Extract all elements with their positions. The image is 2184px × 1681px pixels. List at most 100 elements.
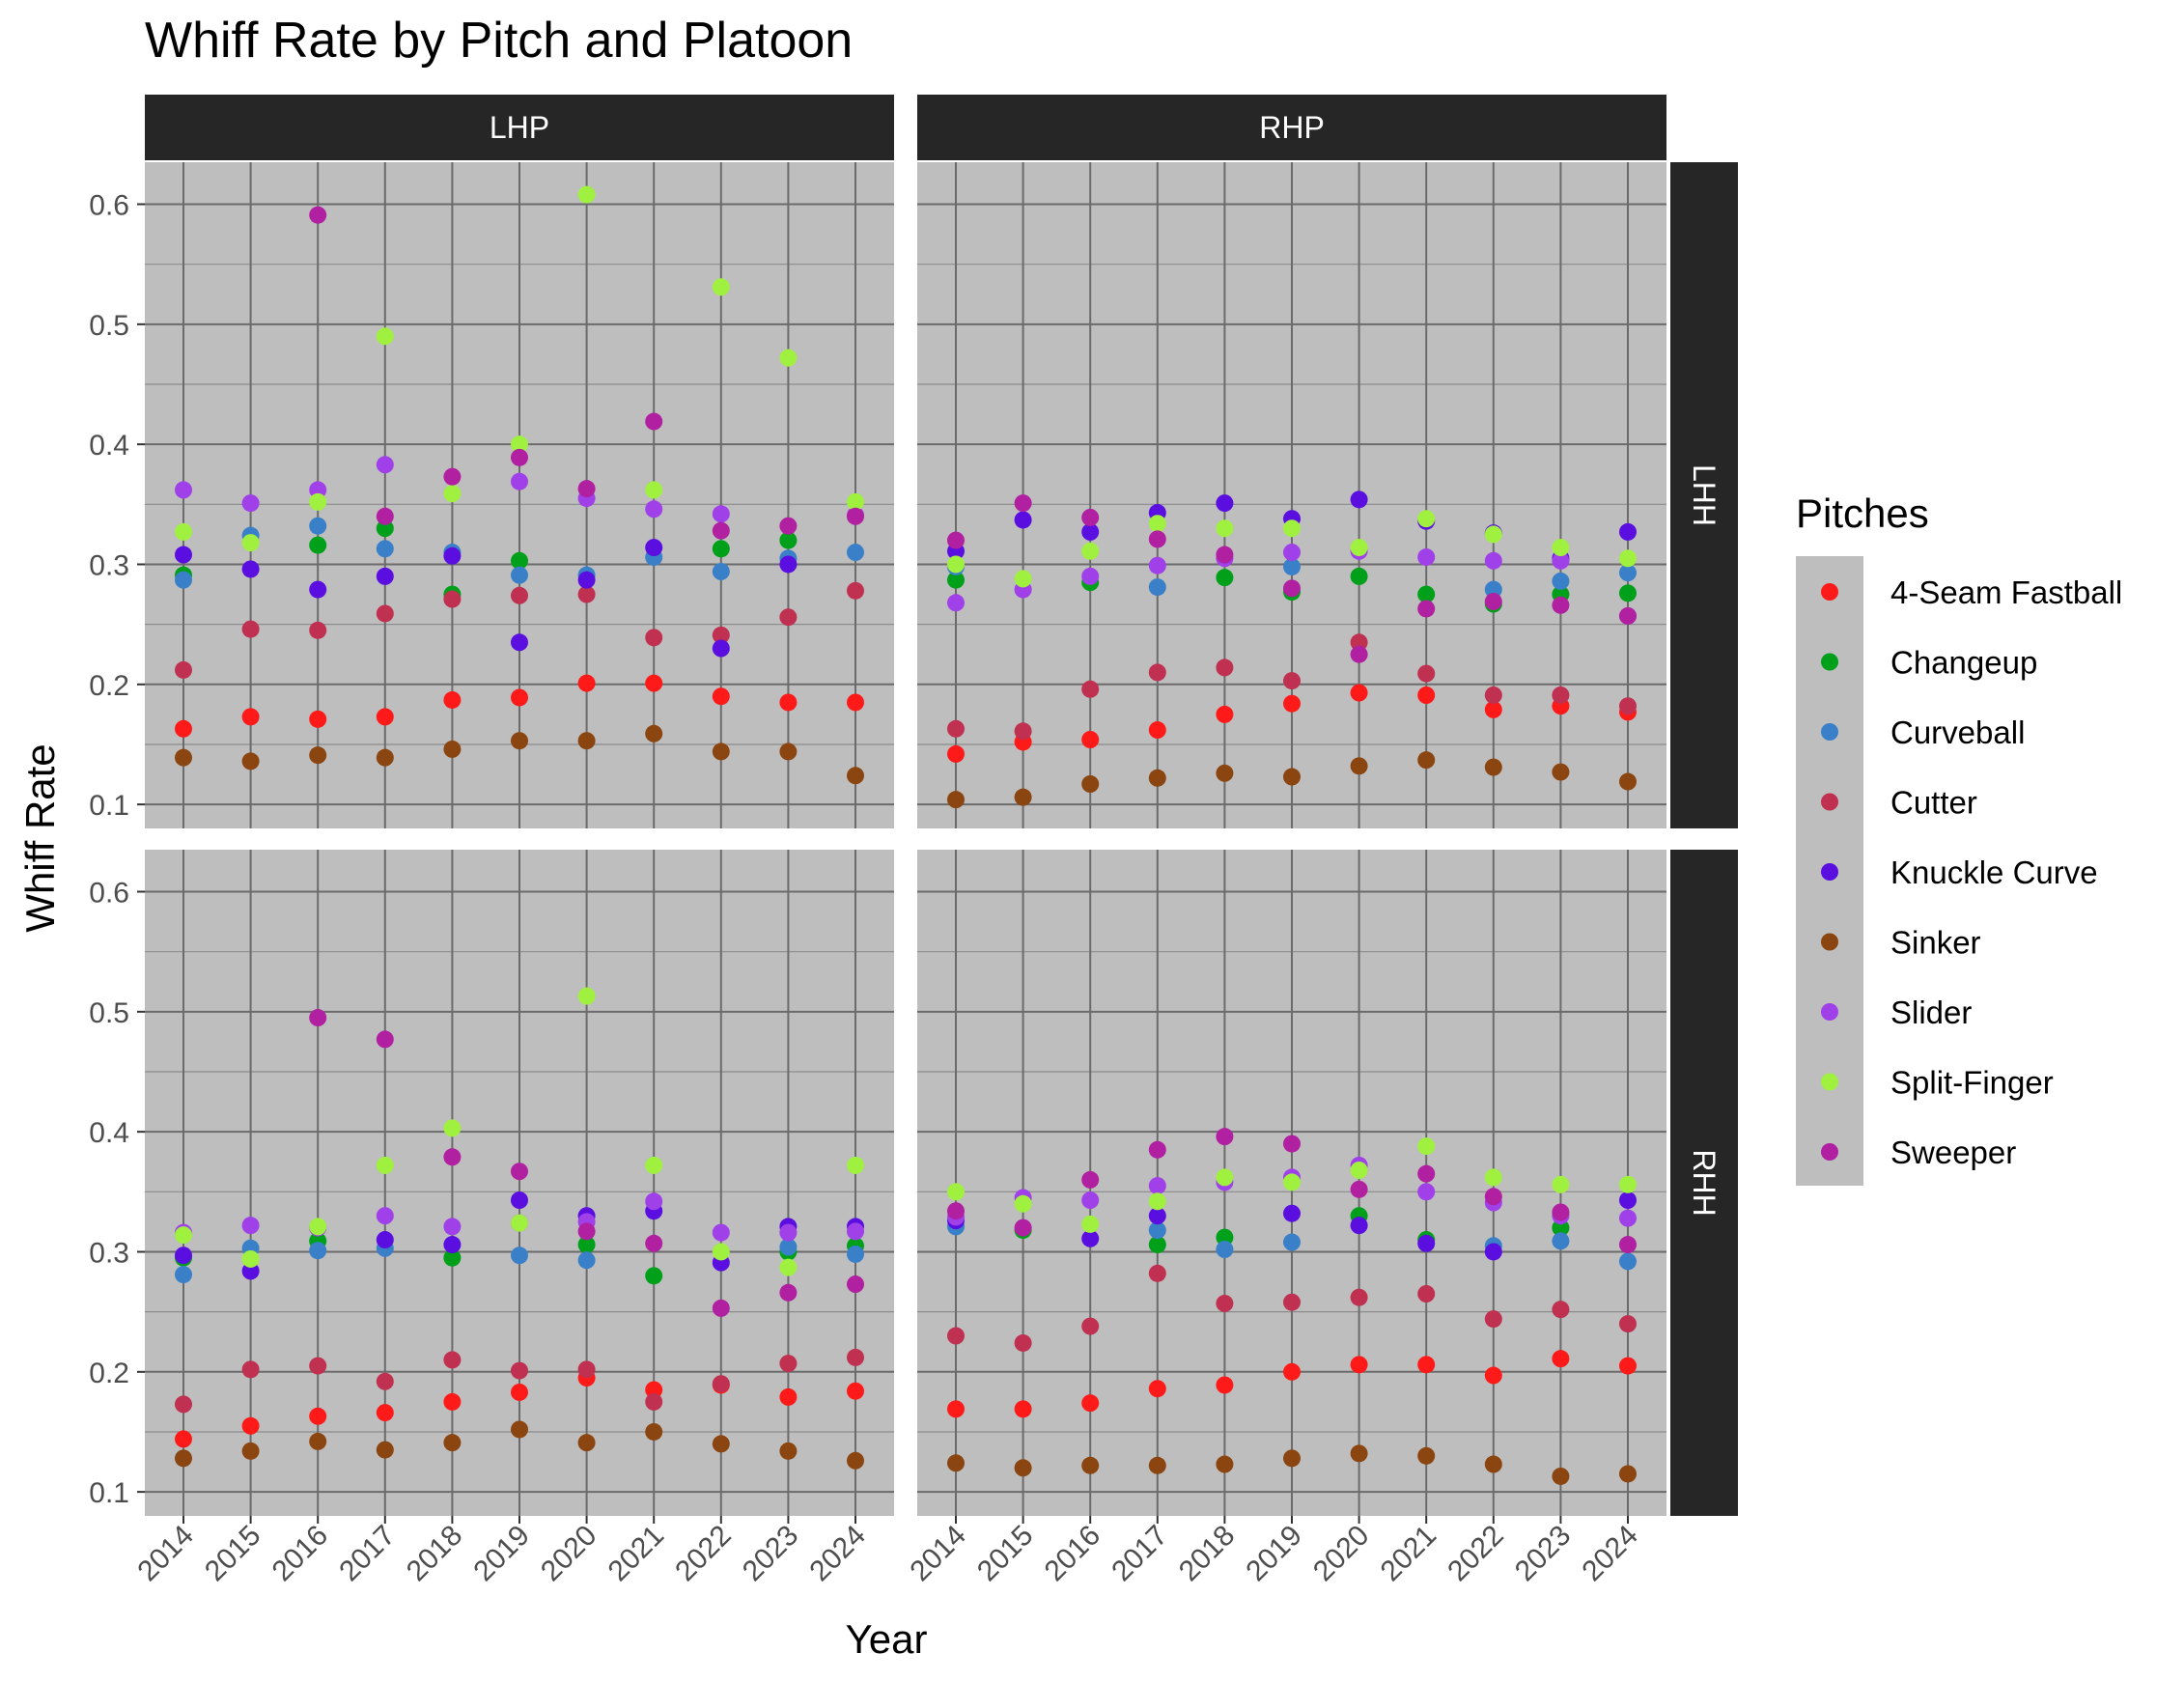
point-curveball-2024: Curveball 2024: 0.292 bbox=[1619, 1252, 1637, 1271]
point-sweeper-2015: Sweeper 2015: 0.32 bbox=[1014, 1219, 1032, 1237]
point-4-seam-fastball-2020: 4-Seam Fastball 2020: 0.201 bbox=[577, 674, 596, 692]
point-cutter-2022: Cutter 2022: 0.191 bbox=[1484, 686, 1502, 704]
point-sinker-2017: Sinker 2017: 0.122 bbox=[1148, 1456, 1166, 1474]
point-changeup-2023: Changeup 2023: 0.32 bbox=[779, 531, 798, 549]
point-curveball-2014: Curveball 2014: 0.281 bbox=[175, 1266, 192, 1284]
point-split-finger-2017: Split-Finger 2017: 0.372 bbox=[376, 1156, 394, 1174]
point-sinker-2021: Sinker 2021: 0.13 bbox=[1417, 1446, 1436, 1465]
point-4-seam-fastball-2024: 4-Seam Fastball 2024: 0.185 bbox=[847, 693, 864, 712]
point-knuckle-curve-2022: Knuckle Curve 2022: 0.3 bbox=[1484, 1243, 1502, 1261]
point-sinker-2019: Sinker 2019: 0.128 bbox=[1283, 1449, 1301, 1468]
point-cutter-2021: Cutter 2021: 0.239 bbox=[645, 629, 663, 647]
point-cutter-2019: Cutter 2019: 0.201 bbox=[511, 1361, 528, 1380]
point-4-seam-fastball-2014: 4-Seam Fastball 2014: 0.144 bbox=[175, 1430, 192, 1448]
legend-key-split-finger bbox=[1821, 1073, 1838, 1091]
point-slider-2016: Slider 2016: 0.362 bbox=[309, 481, 327, 499]
x-tick-label: 2024 bbox=[803, 1520, 872, 1588]
legend-title: Pitches bbox=[1796, 490, 1929, 536]
point-4-seam-fastball-2014: 4-Seam Fastball 2014: 0.142 bbox=[947, 744, 965, 763]
point-sinker-2016: Sinker 2016: 0.122 bbox=[1081, 1456, 1100, 1474]
point-slider-2022: Slider 2022: 0.316 bbox=[712, 1223, 730, 1242]
point-curveball-2020: Curveball 2020: 0.293 bbox=[577, 1251, 596, 1270]
point-curveball-2022: Curveball 2022: 0.279 bbox=[1484, 580, 1502, 599]
point-4-seam-fastball-2020: 4-Seam Fastball 2020: 0.193 bbox=[1350, 684, 1368, 702]
point-cutter-2023: Cutter 2023: 0.207 bbox=[779, 1355, 798, 1373]
point-split-finger-2014: Split-Finger 2014: 0.35 bbox=[947, 1183, 965, 1201]
point-sinker-2019: Sinker 2019: 0.123 bbox=[1283, 768, 1301, 786]
point-sweeper-2019: Sweeper 2019: 0.39 bbox=[1283, 1135, 1301, 1153]
point-split-finger-2020: Split-Finger 2020: 0.513 bbox=[577, 987, 596, 1005]
point-sweeper-2022: Sweeper 2022: 0.346 bbox=[1484, 1188, 1502, 1206]
point-sweeper-2021: Sweeper 2021: 0.263 bbox=[1417, 600, 1436, 618]
legend: Pitches 4-Seam Fastball Changeup Curveball C… bbox=[1796, 490, 2122, 1186]
point-curveball-2024: Curveball 2024: 0.31 bbox=[847, 544, 864, 562]
point-changeup-2017: Changeup 2017: 0.33 bbox=[376, 519, 394, 538]
point-curveball-2017: Curveball 2017: 0.318 bbox=[1148, 1221, 1166, 1240]
point-sinker-2018: Sinker 2018: 0.126 bbox=[1216, 764, 1234, 782]
chart-title: Whiff Rate by Pitch and Platoon bbox=[145, 13, 854, 69]
legend-label: Sweeper bbox=[1890, 1135, 2016, 1170]
point-cutter-2014: Cutter 2014: 0.23 bbox=[947, 1327, 965, 1345]
point-sweeper-2020: Sweeper 2020: 0.225 bbox=[1350, 645, 1368, 663]
point-slider-2016: Slider 2016: 0.343 bbox=[1081, 1191, 1100, 1210]
point-sweeper-2017: Sweeper 2017: 0.321 bbox=[1148, 530, 1166, 548]
legend-label: Split-Finger bbox=[1890, 1065, 2054, 1101]
point-cutter-2024: Cutter 2024: 0.278 bbox=[847, 581, 864, 600]
strip-lhh: LHH bbox=[1670, 162, 1738, 828]
point-curveball-2016: Curveball 2016: 0.301 bbox=[309, 1242, 327, 1260]
point-cutter-2015: Cutter 2015: 0.224 bbox=[1014, 1333, 1032, 1352]
legend-key-curveball bbox=[1821, 723, 1838, 741]
y-tick-label: 0.1 bbox=[89, 790, 129, 822]
point-4-seam-fastball-2019: 4-Seam Fastball 2019: 0.183 bbox=[511, 1383, 528, 1401]
point-split-finger-2016: Split-Finger 2016: 0.311 bbox=[1081, 542, 1100, 560]
point-sweeper-2022: Sweeper 2022: 0.253 bbox=[712, 1299, 730, 1317]
point-slider-2021: Slider 2021: 0.342 bbox=[645, 1192, 663, 1211]
point-slider-2017: Slider 2017: 0.383 bbox=[376, 456, 394, 474]
point-sweeper-2021: Sweeper 2021: 0.307 bbox=[645, 1234, 663, 1252]
point-sinker-2024: Sinker 2024: 0.124 bbox=[847, 767, 864, 785]
point-cutter-2020: Cutter 2020: 0.275 bbox=[577, 585, 596, 603]
y-tick-label: 0.3 bbox=[89, 549, 129, 581]
x-tick-label: 2018 bbox=[1173, 1520, 1242, 1588]
point-cutter-2015: Cutter 2015: 0.161 bbox=[1014, 722, 1032, 741]
strip-background bbox=[1670, 850, 1738, 1516]
point-split-finger-2018: Split-Finger 2018: 0.33 bbox=[1216, 519, 1234, 538]
point-slider-2023: Slider 2023: 0.303 bbox=[1552, 551, 1570, 570]
point-4-seam-fastball-2014: 4-Seam Fastball 2014: 0.163 bbox=[175, 719, 192, 738]
point-sinker-2017: Sinker 2017: 0.139 bbox=[376, 748, 394, 767]
point-knuckle-curve-2018: Knuckle Curve 2018: 0.351 bbox=[1216, 494, 1234, 513]
point-changeup-2018: Changeup 2018: 0.289 bbox=[1216, 569, 1234, 587]
y-tick-label: 0.6 bbox=[89, 878, 129, 910]
point-sinker-2018: Sinker 2018: 0.146 bbox=[443, 740, 462, 758]
point-sinker-2019: Sinker 2019: 0.152 bbox=[511, 1420, 528, 1439]
strip-label: LHH bbox=[1687, 464, 1722, 526]
point-sweeper-2023: Sweeper 2023: 0.332 bbox=[779, 517, 798, 535]
point-4-seam-fastball-2019: 4-Seam Fastball 2019: 0.184 bbox=[1283, 694, 1301, 713]
y-tick-label: 0.4 bbox=[89, 1117, 129, 1149]
point-split-finger-2021: Split-Finger 2021: 0.388 bbox=[1417, 1137, 1436, 1156]
point-slider-2018: Slider 2018: 0.321 bbox=[443, 1218, 462, 1236]
point-split-finger-2018: Split-Finger 2018: 0.362 bbox=[1216, 1168, 1234, 1187]
point-curveball-2018: Curveball 2018: 0.302 bbox=[1216, 1241, 1234, 1258]
point-changeup-2024: Changeup 2024: 0.276 bbox=[1619, 584, 1637, 602]
legend-key-slider bbox=[1821, 1003, 1838, 1021]
point-4-seam-fastball-2015: 4-Seam Fastball 2015: 0.169 bbox=[1014, 1400, 1032, 1418]
legend-label: Knuckle Curve bbox=[1890, 855, 2098, 890]
point-sweeper-2018: Sweeper 2018: 0.373 bbox=[443, 467, 462, 486]
strip-rhh: RHH bbox=[1670, 850, 1738, 1516]
point-cutter-2021: Cutter 2021: 0.265 bbox=[1417, 1285, 1436, 1303]
point-cutter-2020: Cutter 2020: 0.235 bbox=[1350, 633, 1368, 652]
point-split-finger-2024: Split-Finger 2024: 0.372 bbox=[847, 1156, 864, 1174]
y-tick-label: 0.5 bbox=[89, 997, 129, 1029]
point-split-finger-2015: Split-Finger 2015: 0.318 bbox=[241, 534, 260, 552]
point-cutter-2017: Cutter 2017: 0.282 bbox=[1148, 1264, 1166, 1282]
point-sinker-2020: Sinker 2020: 0.132 bbox=[1350, 1444, 1368, 1463]
point-split-finger-2018: Split-Finger 2018: 0.359 bbox=[443, 485, 462, 503]
point-4-seam-fastball-2015: 4-Seam Fastball 2015: 0.173 bbox=[241, 708, 260, 726]
point-changeup-2022: Changeup 2022: 0.313 bbox=[712, 540, 730, 558]
point-cutter-2022: Cutter 2022: 0.19 bbox=[712, 1375, 730, 1393]
point-split-finger-2024: Split-Finger 2024: 0.352 bbox=[847, 492, 864, 511]
point-knuckle-curve-2021: Knuckle Curve 2021: 0.314 bbox=[645, 539, 663, 557]
point-knuckle-curve-2014: Knuckle Curve 2014: 0.308 bbox=[175, 546, 192, 564]
strip-label: RHH bbox=[1687, 1149, 1722, 1216]
